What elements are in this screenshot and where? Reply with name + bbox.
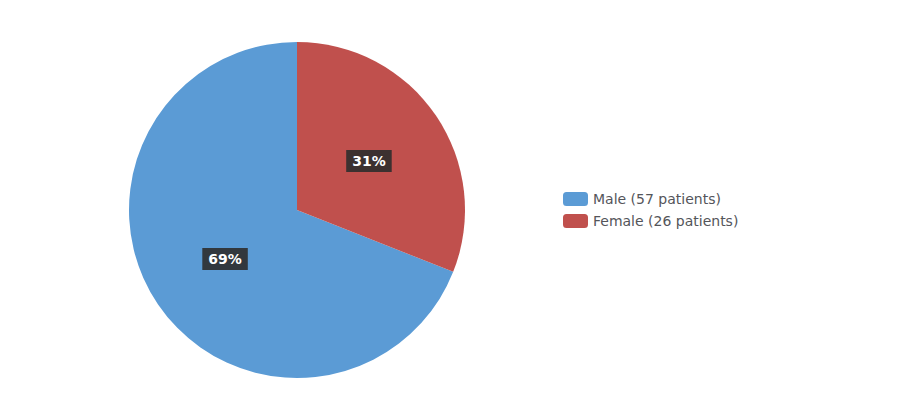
- svg-text:Male (57 patients): Male (57 patients): [593, 191, 721, 207]
- svg-text:69%: 69%: [208, 251, 242, 267]
- svg-text:Female (26 patients): Female (26 patients): [593, 213, 738, 229]
- svg-text:31%: 31%: [352, 153, 386, 169]
